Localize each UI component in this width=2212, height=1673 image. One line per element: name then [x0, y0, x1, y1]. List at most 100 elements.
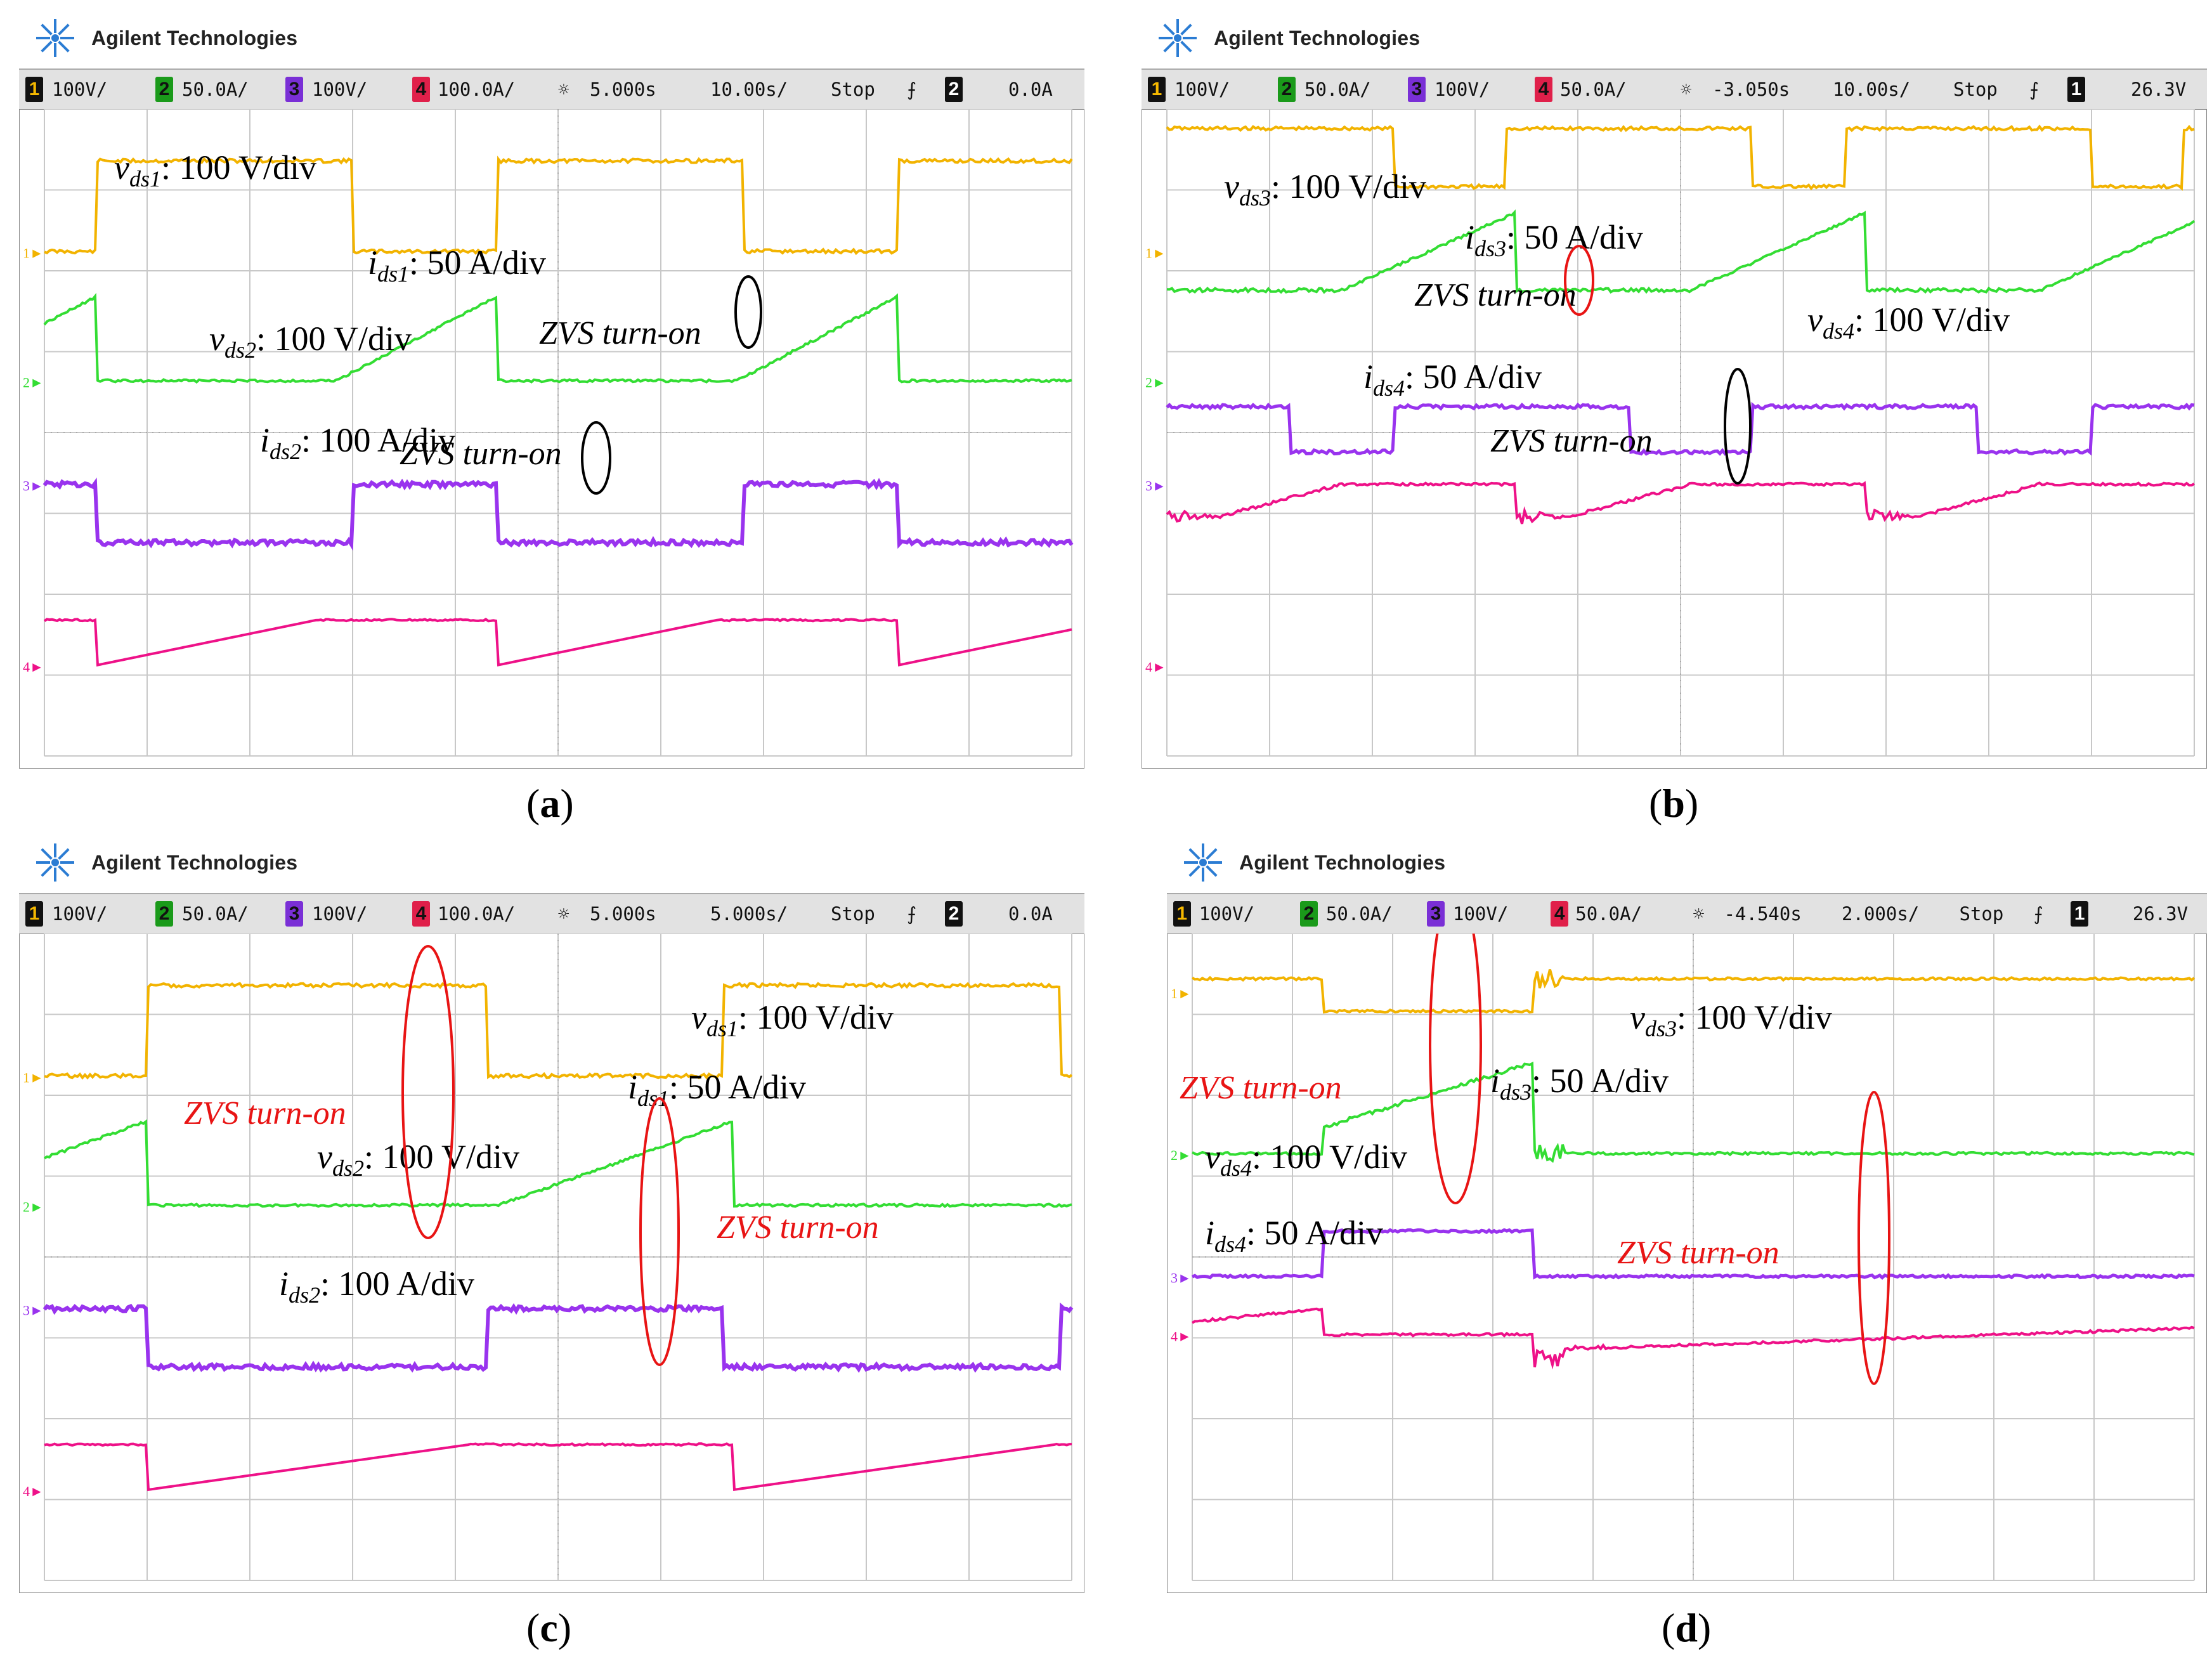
- signal-label-2: ids3: 50 A/div: [1465, 218, 1643, 261]
- zvs-annotation-2: ZVS turn-on: [400, 436, 562, 472]
- scope-screen: 1► 2► 3► 4► vds3: 100 V/div ids3: 50 A/div vds…: [1167, 934, 2207, 1593]
- channel-3-badge: 3: [285, 77, 303, 102]
- signal-label-3: vds4: 100 V/div: [1807, 301, 2010, 344]
- signal-label-2: ids3: 50 A/div: [1490, 1062, 1669, 1105]
- status-ch2: 50.0A/: [1325, 903, 1393, 925]
- channel-2-badge: 2: [1278, 77, 1296, 102]
- trigger-slope-icon: ⨍: [2033, 903, 2043, 925]
- channel-4-badge: 4: [1551, 901, 1569, 927]
- trace-vds: [44, 155, 1073, 256]
- agilent-spark-icon: [36, 843, 74, 882]
- channel-1-marker: 1►: [23, 1069, 44, 1085]
- trace-vds: [1191, 969, 2196, 1014]
- status-ch1: 100V/: [1199, 903, 1255, 925]
- channel-2-badge: 2: [155, 901, 173, 927]
- trigger-channel-badge: 2: [945, 77, 963, 102]
- scope-grid: [1192, 934, 2195, 1581]
- signal-label-2: ids1: 50 A/div: [628, 1068, 806, 1111]
- agilent-spark-icon: [36, 19, 74, 57]
- trigger-slope-icon: ⨍: [907, 903, 917, 925]
- trace-ids: [1166, 209, 2196, 294]
- channel-2-badge: 2: [155, 77, 173, 102]
- status-run: Stop: [831, 79, 875, 100]
- channel-1-badge: 1: [25, 77, 43, 102]
- status-delay: -3.050s: [1712, 79, 1790, 100]
- zvs-annotation-1: ZVS turn-on: [1180, 1070, 1342, 1106]
- brand-name: Agilent Technologies: [91, 850, 298, 874]
- channel-2-badge: 2: [1299, 901, 1318, 927]
- delay-icon: ☼: [558, 79, 569, 100]
- channel-3-marker: 3►: [1171, 1270, 1192, 1286]
- trigger-channel-badge: 1: [2067, 77, 2085, 102]
- scope-status-bar: 1 100V/2 50.0A/3 100V/4 50.0A/ -3.050s 10.00s/…: [1142, 68, 2207, 110]
- channel-1-marker: 1►: [23, 245, 44, 261]
- scope-status-bar: 1 100V/2 50.0A/3 100V/4 100.0A/5.000s 5.000s/…: [19, 893, 1084, 935]
- brand-name: Agilent Technologies: [1214, 26, 1421, 49]
- channel-3-marker: 3►: [23, 478, 44, 494]
- zvs-annotation-2: ZVS turn-on: [1490, 423, 1653, 459]
- delay-icon: ☼: [1693, 903, 1705, 925]
- channel-2-marker: 2►: [1171, 1147, 1192, 1163]
- channel-4-badge: 4: [412, 77, 430, 102]
- signal-label-3: vds2: 100 V/div: [209, 320, 412, 363]
- status-delay: -4.540s: [1724, 903, 1802, 925]
- channel-3-badge: 3: [285, 901, 303, 927]
- signal-label-3: vds4: 100 V/div: [1205, 1138, 1407, 1181]
- scope-status-bar: 1 100V/2 50.0A/3 100V/4 100.0A/5.000s 10.00s/…: [19, 68, 1084, 110]
- zvs-highlight-ellipse-2: [1857, 1091, 1890, 1385]
- status-ch3: 100V/: [1453, 903, 1509, 925]
- panel-caption-a: (a): [526, 781, 574, 826]
- channel-4-marker: 4►: [1145, 659, 1166, 675]
- zvs-highlight-ellipse-2: [581, 421, 611, 495]
- status-run: Stop: [1953, 79, 1998, 100]
- brand-row: Agilent Technologies: [1167, 837, 1445, 888]
- status-timebase: 2.000s/: [1842, 903, 1920, 925]
- signal-label-1: vds1: 100 V/div: [114, 148, 316, 192]
- brand-name: Agilent Technologies: [91, 26, 298, 49]
- zvs-annotation-1: ZVS turn-on: [539, 315, 701, 351]
- panel-caption-b: (b): [1649, 781, 1699, 826]
- status-delay: 5.000s: [590, 903, 656, 925]
- signal-label-1: vds1: 100 V/div: [691, 998, 894, 1041]
- trace-ids-2: [1166, 481, 2196, 524]
- status-trig_level: 0.0A: [1008, 79, 1053, 100]
- agilent-spark-icon: [1159, 19, 1197, 57]
- agilent-spark-icon: [1184, 843, 1222, 882]
- scope-grid: [1166, 109, 2195, 757]
- status-ch2: 50.0A/: [182, 79, 249, 100]
- trigger-slope-icon: ⨍: [907, 79, 917, 100]
- status-ch2: 50.0A/: [1304, 79, 1371, 100]
- trace-vds-2: [1166, 401, 2195, 456]
- zvs-annotation-1: ZVS turn-on: [184, 1095, 346, 1131]
- scope-panel-b: Agilent Technologies 1 100V/2 50.0A/3 100V/4…: [1142, 13, 2207, 774]
- panel-caption-d: (d): [1662, 1605, 1712, 1650]
- channel-2-marker: 2►: [23, 374, 44, 390]
- status-delay: 5.000s: [590, 79, 656, 100]
- trace-ids-2: [44, 1442, 1072, 1492]
- zvs-highlight-ellipse-1: [1429, 934, 1482, 1204]
- brand-row: Agilent Technologies: [1142, 13, 1420, 63]
- channel-2-marker: 2►: [1145, 374, 1166, 390]
- signal-label-1: vds3: 100 V/div: [1630, 998, 1832, 1041]
- channel-4-marker: 4►: [1171, 1328, 1192, 1344]
- trace-vds-2: [1191, 1227, 2195, 1280]
- trace-ids: [44, 1119, 1072, 1208]
- status-ch4: 100.0A/: [438, 79, 516, 100]
- scope-screen: 1► 2► 3► 4► vds1: 100 V/div ids1: 50 A/div vds…: [19, 109, 1084, 769]
- trigger-channel-badge: 2: [945, 901, 963, 927]
- zvs-highlight-ellipse-2: [639, 1097, 680, 1366]
- trace-vds-2: [42, 477, 1074, 551]
- status-timebase: 10.00s/: [710, 79, 788, 100]
- scope-screen: 1► 2► 3► 4► vds3: 100 V/div ids3: 50 A/div vds…: [1142, 109, 2207, 769]
- brand-row: Agilent Technologies: [19, 837, 297, 888]
- channel-1-badge: 1: [25, 901, 43, 927]
- scope-panel-d: Agilent Technologies 1 100V/2 50.0A/3 100V/4…: [1167, 837, 2207, 1598]
- delay-icon: ☼: [558, 903, 569, 925]
- zvs-annotation-2: ZVS turn-on: [717, 1209, 879, 1246]
- scope-screen: 1► 2► 3► 4► vds1: 100 V/div ids1: 50 A/div vds…: [19, 934, 1084, 1593]
- status-ch1: 100V/: [1174, 79, 1230, 100]
- signal-label-4: ids2: 100 A/div: [279, 1265, 474, 1308]
- status-run: Stop: [1959, 903, 2004, 925]
- zvs-annotation-1: ZVS turn-on: [1414, 277, 1577, 313]
- scope-grid: [44, 109, 1072, 757]
